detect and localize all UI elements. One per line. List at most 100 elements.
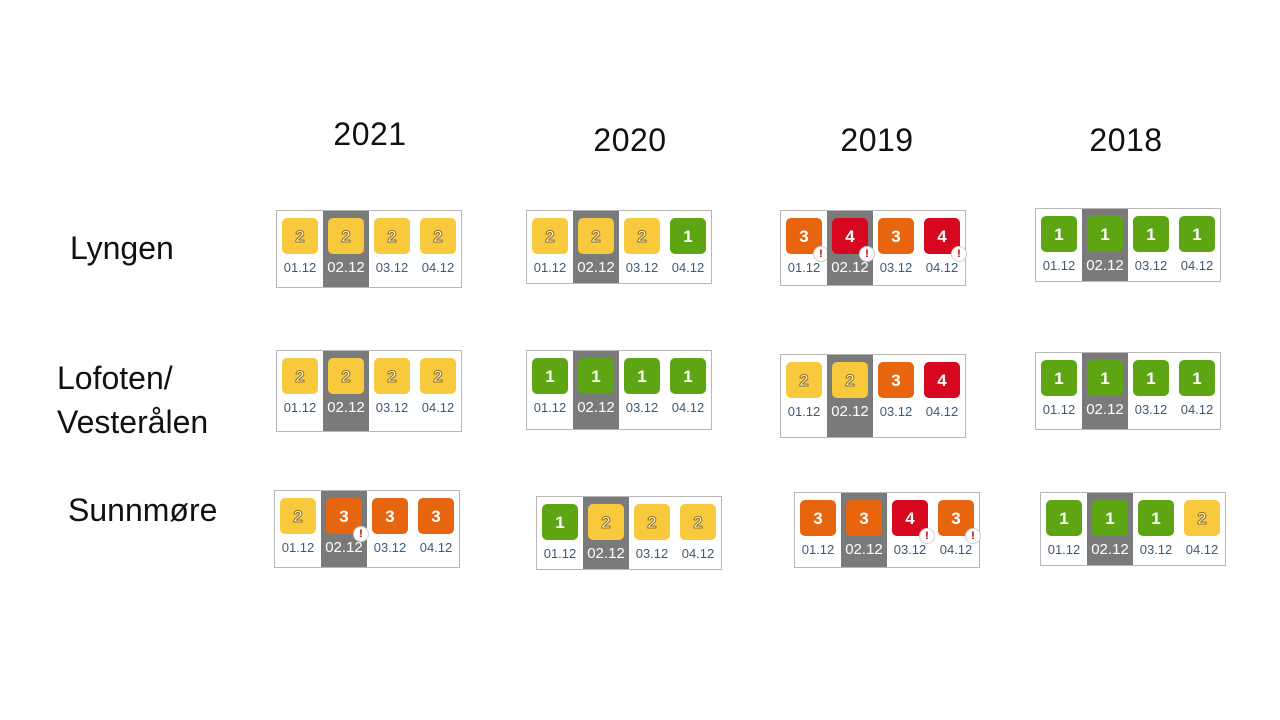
forecast-date: 03.12 xyxy=(893,542,927,557)
forecast-day[interactable]: 2 01.12 xyxy=(275,491,321,567)
forecast-date: 04.12 xyxy=(419,540,453,555)
danger-level-value: 1 xyxy=(1192,224,1202,244)
danger-level-badge: 1 xyxy=(1179,360,1215,396)
forecast-day[interactable]: 2 01.12 xyxy=(277,211,323,287)
forecast-date: 03.12 xyxy=(1134,402,1168,417)
forecast-day[interactable]: 3 02.12 xyxy=(841,493,887,567)
forecast-day[interactable]: 1 03.12 xyxy=(619,351,665,429)
forecast-day[interactable]: 1 04.12 xyxy=(1174,353,1220,429)
danger-level-badge: 1 xyxy=(1092,500,1128,536)
danger-level-value: 2 xyxy=(293,506,304,526)
forecast-day[interactable]: 4! 03.12 xyxy=(887,493,935,567)
forecast-widget-lofoten-vesteralen-2021: 2 01.12 2 02.12 2 03.12 2 04.12 xyxy=(276,350,462,432)
forecast-day[interactable]: 3 03.12 xyxy=(873,211,919,285)
danger-level-value: 2 xyxy=(693,512,704,532)
forecast-day[interactable]: 3! 04.12 xyxy=(933,493,981,567)
forecast-day[interactable]: 2 04.12 xyxy=(415,211,461,287)
forecast-day[interactable]: 1 04.12 xyxy=(1174,209,1220,281)
danger-level-value: 3 xyxy=(891,226,901,246)
danger-level-value: 2 xyxy=(647,512,658,532)
forecast-widget-lofoten-vesteralen-2018: 1 01.12 1 02.12 1 03.12 1 04.12 xyxy=(1035,352,1221,430)
forecast-date: 04.12 xyxy=(925,260,959,275)
forecast-date: 01.12 xyxy=(281,540,315,555)
forecast-date: 01.12 xyxy=(533,260,567,275)
forecast-day[interactable]: 2 02.12 xyxy=(323,351,369,431)
forecast-day[interactable]: 2 01.12 xyxy=(781,355,827,437)
forecast-day[interactable]: 2 04.12 xyxy=(415,351,461,431)
forecast-day[interactable]: 2 01.12 xyxy=(527,211,573,283)
year-header-2020: 2020 xyxy=(593,122,667,158)
forecast-date: 03.12 xyxy=(625,400,659,415)
forecast-day[interactable]: 3 04.12 xyxy=(413,491,459,567)
forecast-day[interactable]: 2 02.12 xyxy=(573,211,619,283)
forecast-day[interactable]: 1 01.12 xyxy=(537,497,583,569)
danger-level-badge: 2 xyxy=(786,362,822,398)
danger-level-badge: 3 xyxy=(878,362,914,398)
danger-level-badge: 2 xyxy=(328,358,364,394)
forecast-day[interactable]: 1 03.12 xyxy=(1128,353,1174,429)
danger-level-badge: 1 xyxy=(1041,216,1077,252)
forecast-day[interactable]: 2 02.12 xyxy=(827,355,873,437)
danger-level-value: 1 xyxy=(1059,508,1069,528)
forecast-day[interactable]: 2 04.12 xyxy=(675,497,721,569)
forecast-day[interactable]: 2 03.12 xyxy=(629,497,675,569)
forecast-day[interactable]: 1 01.12 xyxy=(527,351,573,429)
forecast-date: 03.12 xyxy=(635,546,669,561)
forecast-day[interactable]: 1 02.12 xyxy=(573,351,619,429)
danger-level-value: 2 xyxy=(799,370,810,390)
forecast-day[interactable]: 4! 02.12 xyxy=(827,211,875,285)
forecast-date: 01.12 xyxy=(787,260,821,275)
danger-level-badge: 2 xyxy=(532,218,568,254)
danger-level-badge: 3 xyxy=(878,218,914,254)
forecast-day[interactable]: 2 03.12 xyxy=(619,211,665,283)
forecast-day[interactable]: 1 03.12 xyxy=(1128,209,1174,281)
forecast-day[interactable]: 3 03.12 xyxy=(873,355,919,437)
danger-level-value: 1 xyxy=(1105,508,1115,528)
danger-level-badge: 1 xyxy=(1179,216,1215,252)
danger-level-value: 3 xyxy=(891,370,901,390)
forecast-day[interactable]: 2 03.12 xyxy=(369,211,415,287)
forecast-date: 03.12 xyxy=(375,260,409,275)
forecast-date: 03.12 xyxy=(1139,542,1173,557)
danger-level-value: 1 xyxy=(1054,224,1064,244)
danger-level-value: 1 xyxy=(683,366,693,386)
forecast-day[interactable]: 1 04.12 xyxy=(665,351,711,429)
forecast-day[interactable]: 2 04.12 xyxy=(1179,493,1225,565)
forecast-date: 04.12 xyxy=(421,260,455,275)
danger-level-value: 2 xyxy=(387,366,398,386)
forecast-date: 03.12 xyxy=(375,400,409,415)
danger-level-value: 3 xyxy=(799,226,809,246)
forecast-day[interactable]: 1 02.12 xyxy=(1082,209,1128,281)
forecast-day[interactable]: 3! 01.12 xyxy=(781,211,829,285)
danger-level-badge: 2 xyxy=(832,362,868,398)
forecast-day[interactable]: 2 02.12 xyxy=(583,497,629,569)
danger-level-value: 3 xyxy=(385,506,395,526)
forecast-date: 01.12 xyxy=(283,400,317,415)
danger-level-badge: 2 xyxy=(634,504,670,540)
forecast-day[interactable]: 3! 02.12 xyxy=(321,491,369,567)
forecast-day[interactable]: 2 03.12 xyxy=(369,351,415,431)
forecast-day[interactable]: 3 03.12 xyxy=(367,491,413,567)
forecast-widget-lyngen-2020: 2 01.12 2 02.12 2 03.12 1 04.12 xyxy=(526,210,712,284)
forecast-day[interactable]: 1 01.12 xyxy=(1036,353,1082,429)
forecast-day[interactable]: 1 02.12 xyxy=(1087,493,1133,565)
danger-level-value: 1 xyxy=(1146,224,1156,244)
forecast-day[interactable]: 1 01.12 xyxy=(1036,209,1082,281)
forecast-day[interactable]: 1 04.12 xyxy=(665,211,711,283)
forecast-widget-sunnmore-2019: 3 01.12 3 02.12 4! 03.12 3! 04.12 xyxy=(794,492,981,568)
forecast-day[interactable]: 4 04.12 xyxy=(919,355,965,437)
danger-level-value: 1 xyxy=(1100,224,1110,244)
forecast-date: 04.12 xyxy=(671,400,705,415)
forecast-day[interactable]: 1 03.12 xyxy=(1133,493,1179,565)
forecast-day[interactable]: 1 01.12 xyxy=(1041,493,1087,565)
forecast-day[interactable]: 1 02.12 xyxy=(1082,353,1128,429)
forecast-day[interactable]: 3 01.12 xyxy=(795,493,841,567)
danger-level-badge: 4! xyxy=(924,218,967,262)
forecast-day[interactable]: 4! 04.12 xyxy=(919,211,967,285)
forecast-day[interactable]: 2 02.12 xyxy=(323,211,369,287)
forecast-date: 03.12 xyxy=(1134,258,1168,273)
forecast-widget-sunnmore-2021: 2 01.12 3! 02.12 3 03.12 3 04.12 xyxy=(274,490,460,568)
danger-level-badge: 2 xyxy=(420,358,456,394)
forecast-day[interactable]: 2 01.12 xyxy=(277,351,323,431)
forecast-date: 02.12 xyxy=(845,541,883,558)
